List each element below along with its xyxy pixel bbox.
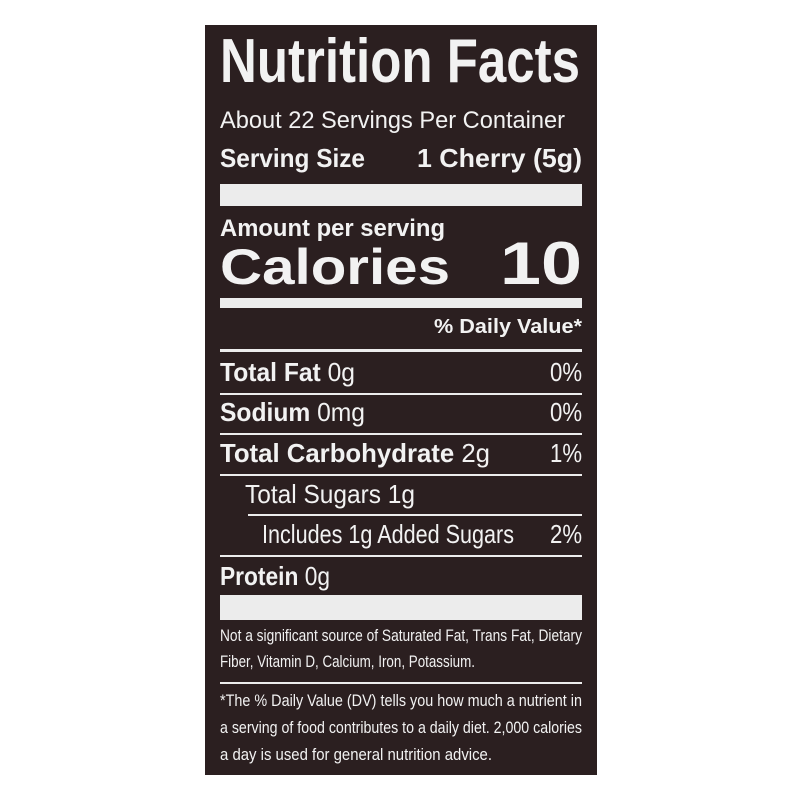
nutrient-name: Includes 1g Added Sugars	[262, 519, 514, 549]
nutrient-row: Total Fat 0g	[220, 357, 355, 387]
nutrient-amount: 1g	[388, 479, 415, 509]
serving-size-label: Serving Size	[220, 143, 365, 173]
label-panel	[205, 25, 597, 775]
thin-rule	[220, 474, 582, 476]
title: Nutrition Facts	[220, 27, 580, 96]
thin-rule	[220, 349, 582, 352]
nutrient-amount: 2g	[461, 438, 490, 468]
thin-rule	[220, 555, 582, 557]
medium-rule	[220, 298, 582, 308]
thin-rule	[248, 514, 582, 516]
thick-rule	[220, 595, 582, 620]
nutrient-name: Sodium	[220, 397, 310, 427]
nutrient-row: Protein 0g	[220, 561, 330, 591]
footnote-line: a day is used for general nutrition advi…	[220, 745, 492, 764]
footnote-line: *The % Daily Value (DV) tells you how mu…	[220, 691, 582, 710]
nutrient-name: Total Carbohydrate	[220, 438, 454, 468]
thin-rule	[220, 433, 582, 435]
daily-value: 0%	[550, 357, 582, 387]
daily-value: 1%	[550, 438, 582, 468]
thin-rule	[220, 682, 582, 684]
nutrient-amount: 0mg	[317, 397, 365, 427]
calories-value: 10	[500, 230, 582, 297]
nutrient-name: Total Fat	[220, 357, 321, 387]
nutrient-row: Sodium 0mg	[220, 397, 365, 427]
dv-header: % Daily Value*	[434, 316, 582, 338]
nutrient-amount: 0g	[305, 561, 330, 591]
nutrient-row: Includes 1g Added Sugars	[262, 519, 514, 549]
nutrient-row: Total Carbohydrate 2g	[220, 438, 490, 468]
nutrient-name: Total Sugars	[245, 479, 381, 509]
amount-label: Amount per serving	[220, 215, 445, 242]
serving-size: 1 Cherry (5g)	[417, 143, 582, 173]
nutrient-row: Total Sugars 1g	[245, 479, 415, 509]
footnote-line: Not a significant source of Saturated Fa…	[220, 626, 582, 645]
servings: About 22 Servings Per Container	[220, 107, 565, 134]
nutrient-amount: 0g	[328, 357, 355, 387]
footnote-line: a serving of food contributes to a daily…	[220, 718, 582, 737]
footnote-line: Fiber, Vitamin D, Calcium, Iron, Potassi…	[220, 652, 475, 671]
nutrient-name: Protein	[220, 561, 298, 591]
thick-rule	[220, 184, 582, 206]
thin-rule	[220, 393, 582, 395]
daily-value: 0%	[550, 397, 582, 427]
daily-value: 2%	[550, 519, 582, 549]
calories-label: Calories	[220, 239, 450, 295]
